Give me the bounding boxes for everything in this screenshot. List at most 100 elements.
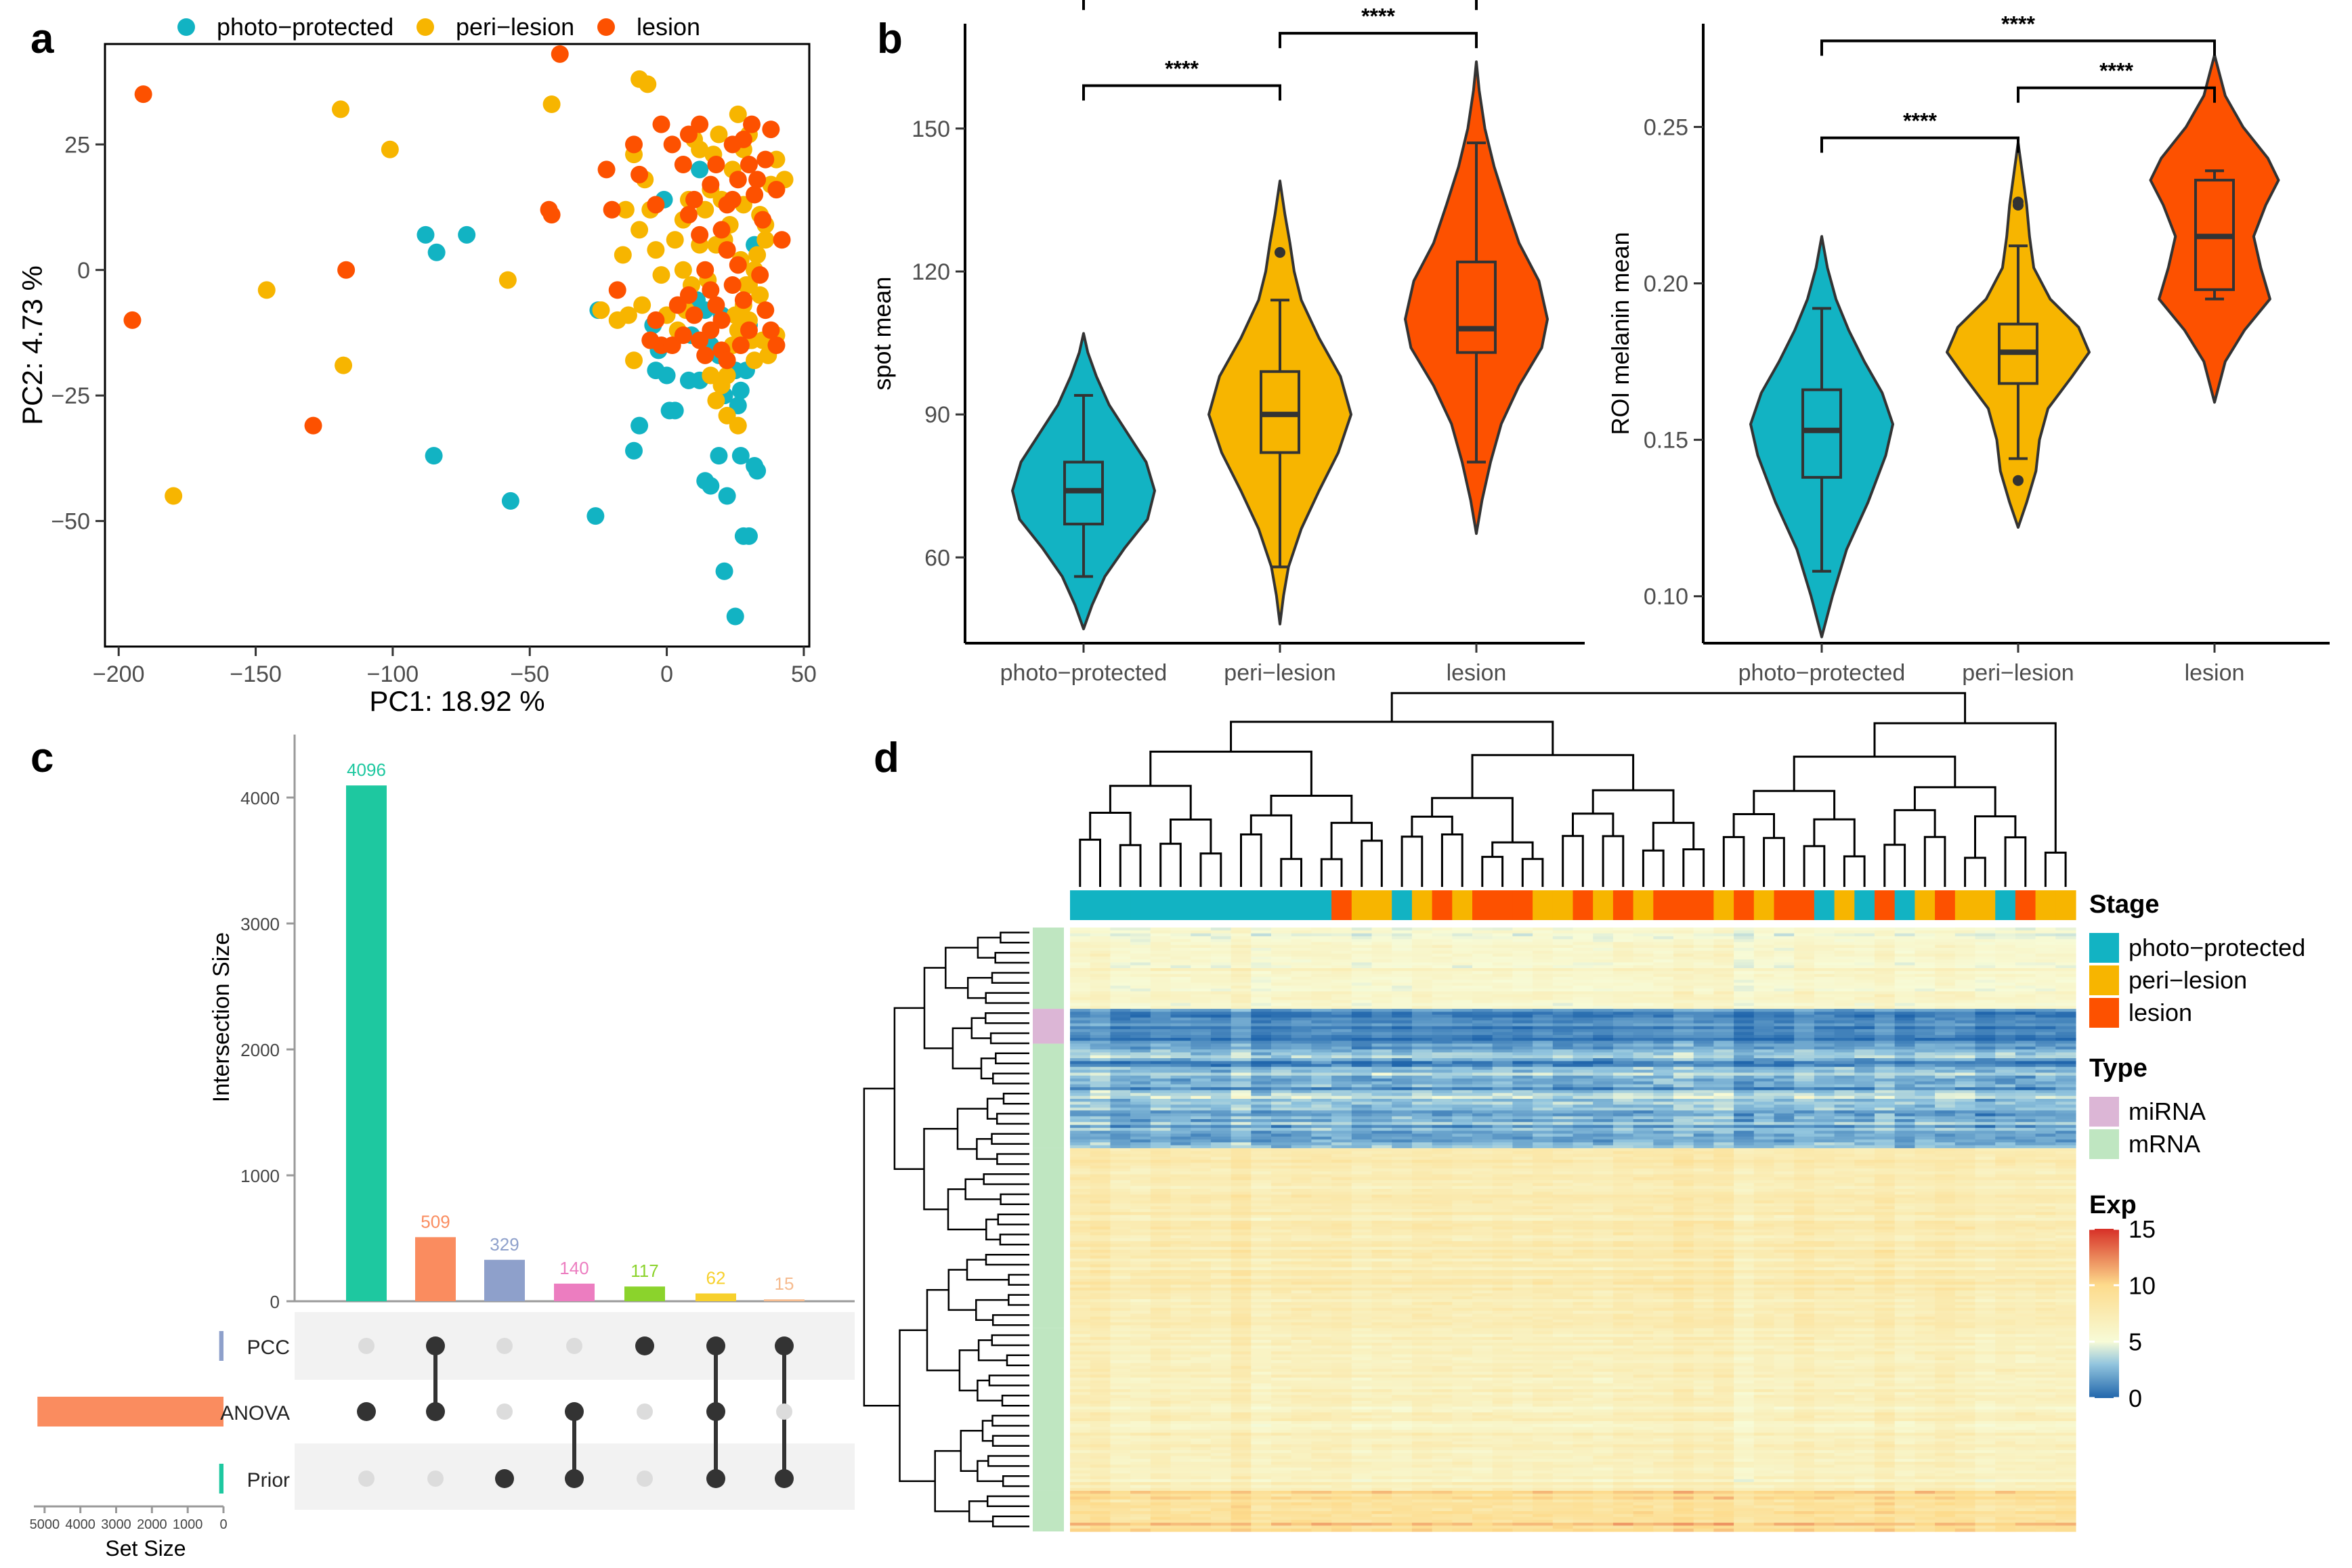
heatmap-cell	[1291, 1131, 1312, 1135]
heatmap-cell	[1673, 1070, 1694, 1073]
heatmap-cell	[1673, 980, 1694, 984]
heatmap-cell	[1552, 1075, 1574, 1079]
heatmap-cell	[1995, 1041, 2016, 1045]
heatmap-cell	[1251, 1180, 1272, 1183]
heatmap-cell	[1432, 1017, 1453, 1021]
heatmap-cell	[2055, 982, 2076, 986]
heatmap-cell	[1411, 1066, 1433, 1070]
heatmap-cell	[1633, 1183, 1654, 1187]
heatmap-cell	[1954, 1104, 1976, 1108]
heatmap-cell	[1612, 1154, 1634, 1158]
heatmap-cell	[1734, 948, 1755, 951]
heatmap-cell	[1210, 1052, 1232, 1056]
heatmap-cell	[1271, 1087, 1292, 1091]
heatmap-cell	[1251, 1072, 1272, 1076]
heatmap-cell	[2055, 1055, 2076, 1059]
heatmap-cell	[1794, 1072, 1815, 1076]
heatmap-cell	[1130, 1156, 1151, 1160]
heatmap-cell	[1734, 1168, 1755, 1172]
heatmap-cell	[1875, 948, 1896, 951]
heatmap-cell	[1894, 1142, 1915, 1146]
heatmap-cell	[1552, 1035, 1574, 1039]
heatmap-cell	[1593, 1162, 1614, 1167]
heatmap-cell	[1271, 1017, 1292, 1021]
heatmap-cell	[1533, 1139, 1554, 1143]
heatmap-cell	[1552, 1119, 1574, 1123]
heatmap-cell	[1954, 1162, 1976, 1167]
heatmap-cell	[1533, 1011, 1554, 1016]
heatmap-cell	[1090, 942, 1111, 946]
heatmap-cell	[1210, 1084, 1232, 1088]
heatmap-cell	[1351, 1087, 1373, 1091]
heatmap-cell	[1875, 1011, 1896, 1016]
heatmap-cell	[1070, 1041, 1091, 1045]
heatmap-cell	[1915, 1043, 1936, 1047]
heatmap-cell	[1612, 928, 1634, 931]
heatmap-cell	[1854, 1192, 1875, 1196]
heatmap-cell	[1392, 1148, 1413, 1152]
heatmap-cell	[2015, 1087, 2036, 1091]
heatmap-cell	[1472, 1110, 1493, 1114]
heatmap-cell	[1814, 1058, 1835, 1062]
heatmap-cell	[1693, 1131, 1714, 1135]
heatmap-cell	[1411, 1185, 1433, 1190]
heatmap-cell	[1693, 982, 1714, 986]
heatmap-cell	[1251, 980, 1272, 984]
heatmap-cell	[1191, 933, 1212, 937]
heatmap-cell	[1673, 1133, 1694, 1137]
heatmap-cell	[1492, 959, 1513, 963]
heatmap-cell	[2035, 1177, 2056, 1181]
heatmap-cell	[1954, 1041, 1976, 1045]
heatmap-cell	[1954, 971, 1976, 975]
heatmap-cell	[1854, 1005, 1875, 1009]
heatmap-cell	[1351, 1102, 1373, 1106]
heatmap-cell	[1311, 1104, 1332, 1108]
heatmap-cell	[1411, 1046, 1433, 1050]
heatmap-cell	[1794, 1049, 1815, 1053]
heatmap-cell	[1753, 1145, 1775, 1149]
heatmap-cell	[1935, 1064, 1956, 1068]
heatmap-cell	[1995, 1087, 2016, 1091]
heatmap-cell	[1492, 1070, 1513, 1073]
heatmap-cell	[1995, 1107, 2016, 1111]
heatmap-cell	[1210, 1110, 1232, 1114]
heatmap-cell	[1633, 1049, 1654, 1053]
heatmap-cell	[1673, 1061, 1694, 1065]
heatmap-cell	[1371, 1064, 1392, 1068]
heatmap-cell	[1915, 1000, 1936, 1004]
heatmap-cell	[2055, 1180, 2076, 1183]
heatmap-cell	[1291, 930, 1312, 934]
heatmap-cell	[1713, 1119, 1734, 1123]
heatmap-cell	[1210, 971, 1232, 975]
heatmap-cell	[1854, 936, 1875, 940]
heatmap-cell	[1231, 1119, 1252, 1123]
heatmap-cell	[1251, 1055, 1272, 1059]
heatmap-cell	[1130, 1160, 1151, 1163]
heatmap-cell	[1894, 1160, 1915, 1163]
heatmap-cell	[1170, 976, 1191, 980]
heatmap-cell	[1794, 1014, 1815, 1018]
heatmap-cell	[1432, 1162, 1453, 1167]
heatmap-cell	[1533, 928, 1554, 931]
heatmap-cell	[1371, 974, 1392, 978]
heatmap-cell	[1573, 930, 1594, 934]
heatmap-cell	[1875, 1000, 1896, 1004]
heatmap-cell	[1894, 1093, 1915, 1097]
heatmap-cell	[1492, 1136, 1513, 1140]
heatmap-cell	[1995, 994, 2016, 998]
heatmap-cell	[1894, 982, 1915, 986]
heatmap-cell	[1150, 985, 1172, 989]
heatmap-cell	[1935, 1133, 1956, 1137]
heatmap-cell	[1693, 1145, 1714, 1149]
heatmap-cell	[1371, 1192, 1392, 1196]
heatmap-cell	[2055, 1145, 2076, 1149]
heatmap-cell	[1673, 1020, 1694, 1024]
heatmap-cell	[1814, 994, 1835, 998]
heatmap-cell	[1311, 1011, 1332, 1016]
heatmap-cell	[1894, 1154, 1915, 1158]
heatmap-cell	[1210, 959, 1232, 963]
heatmap-cell	[1070, 1035, 1091, 1039]
heatmap-cell	[1633, 933, 1654, 937]
heatmap-cell	[2035, 1099, 2056, 1102]
heatmap-cell	[1170, 942, 1191, 946]
